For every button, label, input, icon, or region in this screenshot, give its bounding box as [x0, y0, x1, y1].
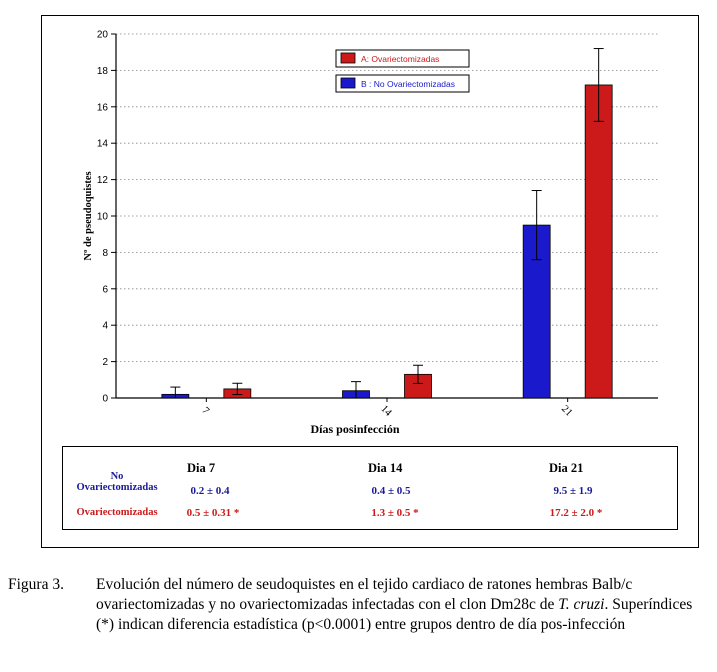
- legend-box: [335, 49, 470, 68]
- stats-header-day21: Dia 21: [549, 461, 584, 475]
- row-label-ovx-group: Ovariectomizadas: [76, 507, 158, 518]
- cell-ovx-day7: 0.5 ± 0.31 *: [186, 507, 240, 519]
- legend-label: B : No Ovariectomizadas: [361, 79, 455, 89]
- bar: [584, 84, 613, 399]
- bar-chart: 0 2 4 6 8 10 12 14 16 18 20 7 14 21 Días posinfección N…: [83, 30, 658, 436]
- legend-box: [335, 74, 470, 93]
- caption-text-part2: . Superíndices (*) indican diferencia es…: [96, 596, 693, 633]
- caption-text-part1: Evolución del número de seudoquistes en …: [96, 576, 633, 613]
- y-tick-label: 14: [97, 139, 109, 150]
- row-label-no-ovx: No Ovariectomizadas: [67, 471, 167, 493]
- bar: [522, 224, 551, 399]
- x-tick-label: 7: [200, 405, 211, 416]
- cell-ovx-day14: 1.3 ± 0.5 *: [371, 507, 419, 519]
- y-tick-label: 10: [97, 212, 109, 223]
- y-axis-label: Nº de pseudoquistes: [83, 171, 94, 260]
- x-tick-label: 14: [378, 403, 394, 419]
- x-axis-label: Días posinfección: [310, 422, 399, 436]
- y-tick-label: 6: [102, 284, 108, 295]
- y-tick-label: 4: [102, 321, 108, 332]
- caption-label: Figura 3.: [8, 576, 64, 593]
- y-tick-label: 2: [102, 357, 108, 368]
- y-tick-label: 20: [97, 30, 109, 41]
- stats-header-day7: Dia 7: [187, 461, 216, 475]
- y-tick-label: 0: [102, 394, 108, 405]
- row-label-ovx: Ovariectomizadas: [76, 482, 158, 493]
- y-tick-label: 8: [102, 248, 108, 259]
- stats-table: Dia 7 Dia 14 Dia 21 No Ovariectomizadas …: [62, 446, 678, 530]
- cell-no-ovx-day7: 0.2 ± 0.4: [190, 485, 230, 497]
- legend-swatch: [340, 77, 356, 89]
- row-label-no: No: [110, 471, 124, 482]
- y-tick-label: 18: [97, 66, 109, 77]
- legend-label: A: Ovariectomizadas: [361, 54, 439, 64]
- cell-ovx-day21: 17.2 ± 2.0 *: [549, 507, 603, 519]
- y-tick-label: 12: [97, 175, 109, 186]
- stats-header-day14: Dia 14: [368, 461, 403, 475]
- cell-no-ovx-day14: 0.4 ± 0.5: [371, 485, 411, 497]
- caption-species: T. cruzi: [558, 596, 605, 613]
- caption-text: Evolución del número de seudoquistes en …: [96, 575, 701, 635]
- x-tick-label: 21: [559, 403, 574, 418]
- y-tick-label: 16: [97, 102, 109, 113]
- cell-no-ovx-day21: 9.5 ± 1.9: [553, 485, 593, 497]
- figure-frame: [41, 15, 699, 548]
- legend-swatch: [340, 52, 356, 64]
